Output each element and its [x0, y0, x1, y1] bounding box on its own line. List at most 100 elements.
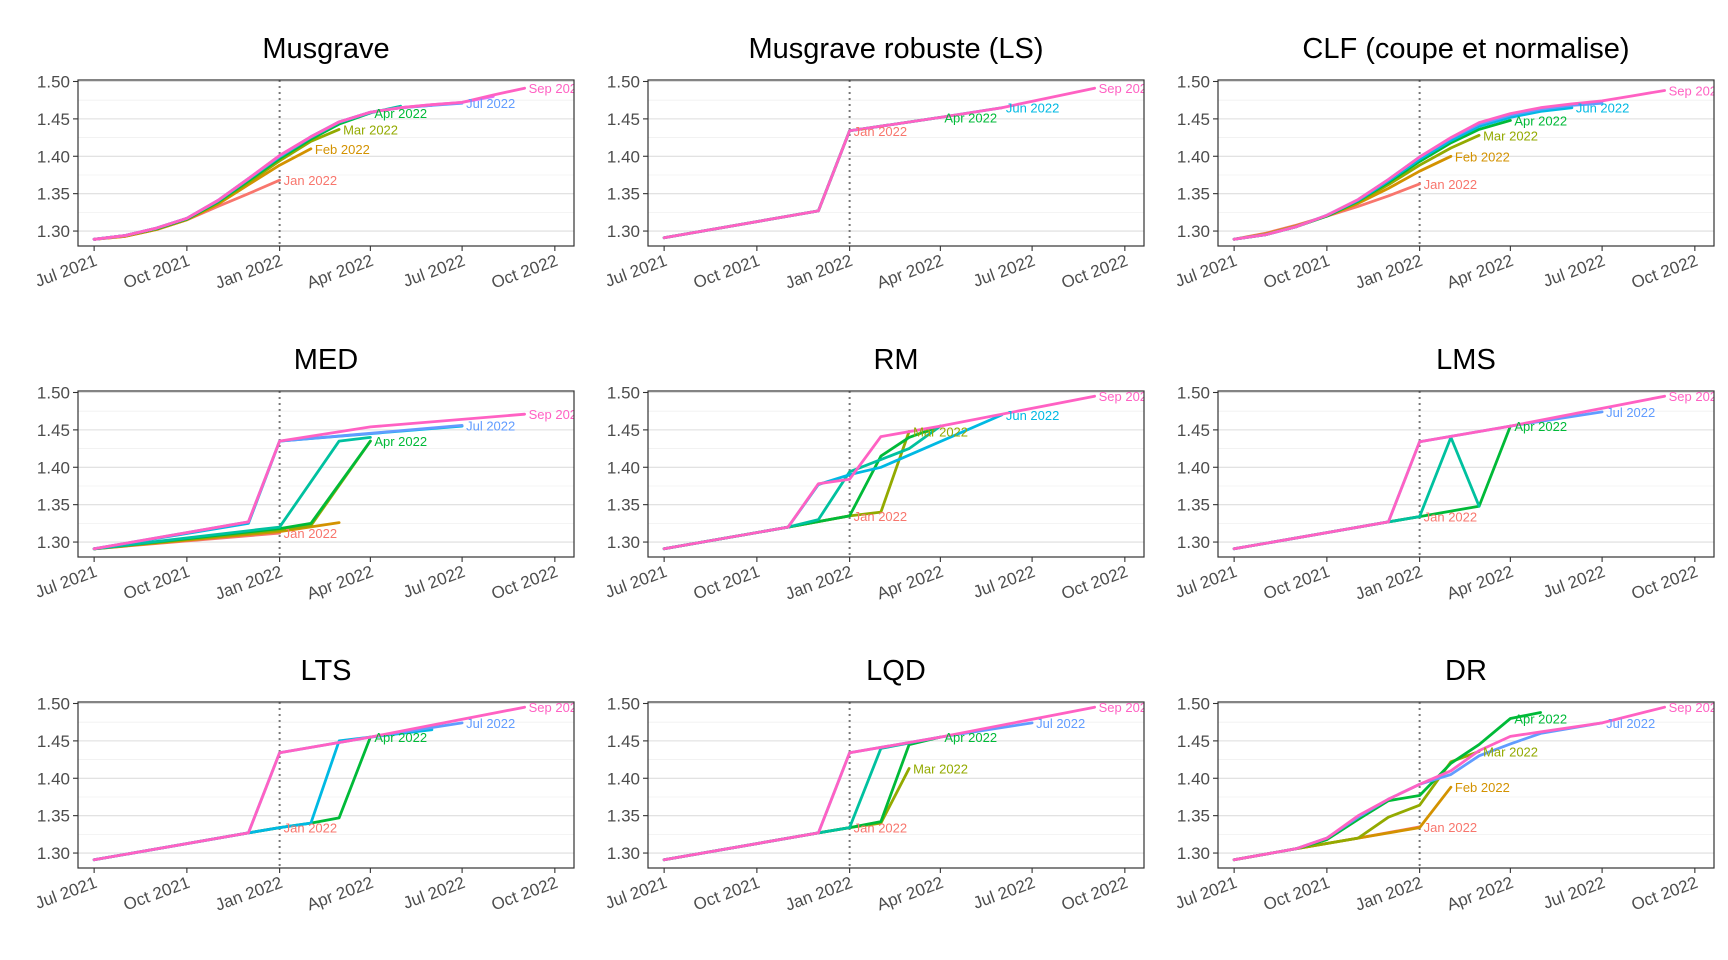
- series-line-sep-2022: [1232, 89, 1666, 241]
- annotation-group: Jan 2022 Apr 2022 Jul 2022 Sep 2022: [284, 700, 585, 836]
- y-tick-label: 1.35: [1177, 496, 1210, 515]
- x-tick-label: Oct 2021: [121, 873, 192, 914]
- y-tick-label: 1.30: [1177, 222, 1210, 241]
- y-tick-label: 1.35: [37, 807, 70, 826]
- y-tick-label: 1.50: [607, 72, 640, 91]
- y-tick-label: 1.35: [37, 496, 70, 515]
- annotation-label: Jul 2022: [1606, 716, 1655, 731]
- panel-border: [1217, 79, 1715, 247]
- x-tick-label: Oct 2022: [1629, 251, 1700, 292]
- panel-border: [77, 701, 575, 869]
- x-tick-label: Jul 2022: [971, 873, 1038, 913]
- y-tick-label: 1.45: [607, 110, 640, 129]
- annotation-label: Sep 2022: [1099, 389, 1155, 404]
- panel-lts: Jan 2022 Apr 2022 Jul 2022 Sep 2022 1.30 1.35…: [33, 655, 585, 915]
- panel-title: CLF (coupe et normalise): [1302, 33, 1629, 65]
- x-tick-label: Oct 2021: [691, 873, 762, 914]
- y-tick-label: 1.40: [37, 147, 70, 166]
- annotation-label: Apr 2022: [944, 110, 997, 125]
- y-tick-label: 1.30: [607, 533, 640, 552]
- y-tick-label: 1.45: [1177, 732, 1210, 751]
- y-tick-label: 1.30: [37, 533, 70, 552]
- y-tick-label: 1.50: [607, 383, 640, 402]
- annotation-label: Sep 2022: [1099, 700, 1155, 715]
- x-tick-label: Oct 2021: [121, 562, 192, 603]
- annotation-label: Jun 2022: [1576, 101, 1630, 116]
- x-tick-label: Jul 2021: [33, 251, 100, 291]
- y-tick-label: 1.40: [607, 147, 640, 166]
- plot-background: [1218, 702, 1714, 868]
- y-tick-label: 1.45: [1177, 421, 1210, 440]
- x-tick-label: Jul 2021: [1173, 251, 1240, 291]
- plot-background: [648, 702, 1144, 868]
- panel-border: [647, 79, 1145, 247]
- y-tick-label: 1.35: [607, 496, 640, 515]
- annotation-label: Jul 2022: [1036, 716, 1085, 731]
- x-tick-label: Apr 2022: [1444, 251, 1515, 292]
- x-tick-label: Jul 2022: [971, 251, 1038, 291]
- x-tick-label: Jan 2022: [783, 562, 855, 604]
- y-tick-label: 1.50: [37, 383, 70, 402]
- x-tick-label: Apr 2022: [304, 562, 375, 603]
- panel-lqd: Jan 2022 Mar 2022 Apr 2022 Jul 2022 Sep 2022…: [603, 655, 1155, 915]
- panel-border: [77, 390, 575, 558]
- x-tick-label: Oct 2022: [489, 251, 560, 292]
- annotation-label: Sep 2022: [529, 700, 585, 715]
- annotation-label: Mar 2022: [913, 762, 968, 777]
- annotation-group: Jan 2022 Apr 2022 Jul 2022 Sep 2022: [1424, 391, 1714, 525]
- series-group: [662, 86, 1096, 240]
- annotation-label: Jul 2022: [466, 716, 515, 731]
- x-tick-label: Jul 2021: [1173, 562, 1240, 602]
- panel-title: LTS: [300, 655, 351, 687]
- panel-title: LQD: [866, 655, 926, 687]
- panel-border: [647, 701, 1145, 869]
- panel-title: DR: [1445, 655, 1487, 687]
- series-line-sep-2022: [92, 705, 526, 862]
- y-tick-label: 1.40: [607, 458, 640, 477]
- annotation-label: Apr 2022: [944, 730, 997, 745]
- annotation-label: Jan 2022: [284, 173, 338, 188]
- annotation-label: Jan 2022: [1424, 177, 1478, 192]
- y-tick-label: 1.30: [1177, 533, 1210, 552]
- annotation-label: Feb 2022: [1455, 149, 1510, 164]
- panel-title: Musgrave robuste (LS): [749, 33, 1044, 65]
- y-tick-label: 1.30: [37, 222, 70, 241]
- y-tick-label: 1.30: [1177, 844, 1210, 863]
- annotation-group: Jan 2022 Mar 2022 Apr 2022 Jul 2022 Sep 2022: [854, 700, 1155, 836]
- series-group: [662, 394, 1096, 551]
- annotation-label: Jan 2022: [1424, 510, 1478, 525]
- annotation-label: Feb 2022: [1455, 780, 1510, 795]
- panel-border: [1217, 390, 1715, 558]
- series-line-sep-2022: [92, 86, 526, 241]
- annotation-label: Jul 2022: [1606, 405, 1655, 420]
- panel-title: MED: [294, 344, 358, 376]
- panel-border: [77, 79, 575, 247]
- series-line-may-2022: [92, 435, 372, 551]
- plot-background: [648, 80, 1144, 246]
- panel-musgrave-robuste-ls: Jan 2022 Apr 2022 Jun 2022 Sep 2022 1.30 1.35…: [603, 33, 1145, 293]
- x-tick-label: Oct 2021: [691, 562, 762, 603]
- x-tick-label: Jul 2022: [401, 251, 468, 291]
- panel-med: Jan 2022 Apr 2022 Jul 2022 Sep 2022 1.30 1.35…: [33, 344, 575, 604]
- x-tick-label: Apr 2022: [874, 562, 945, 603]
- annotation-label: Mar 2022: [1483, 128, 1538, 143]
- y-tick-label: 1.35: [1177, 807, 1210, 826]
- panel-title: Musgrave: [262, 33, 389, 65]
- x-tick-label: Jul 2021: [603, 562, 670, 602]
- y-tick-label: 1.30: [37, 844, 70, 863]
- x-tick-label: Jan 2022: [1353, 562, 1425, 604]
- annotation-label: Jun 2022: [1006, 408, 1060, 423]
- x-tick-label: Jan 2022: [783, 873, 855, 915]
- x-tick-label: Oct 2022: [489, 562, 560, 603]
- y-tick-label: 1.30: [607, 844, 640, 863]
- y-tick-label: 1.50: [1177, 694, 1210, 713]
- annotation-label: Sep 2022: [1669, 700, 1725, 715]
- series-line-sep-2022: [662, 394, 1096, 551]
- x-tick-label: Oct 2022: [1629, 562, 1700, 603]
- y-tick-label: 1.50: [37, 72, 70, 91]
- panel-clf-coupe-et-normalise: Jan 2022 Feb 2022 Mar 2022 Apr 2022 Jun 2022…: [1173, 33, 1715, 293]
- x-tick-label: Oct 2021: [1261, 873, 1332, 914]
- x-tick-label: Oct 2022: [1059, 873, 1130, 914]
